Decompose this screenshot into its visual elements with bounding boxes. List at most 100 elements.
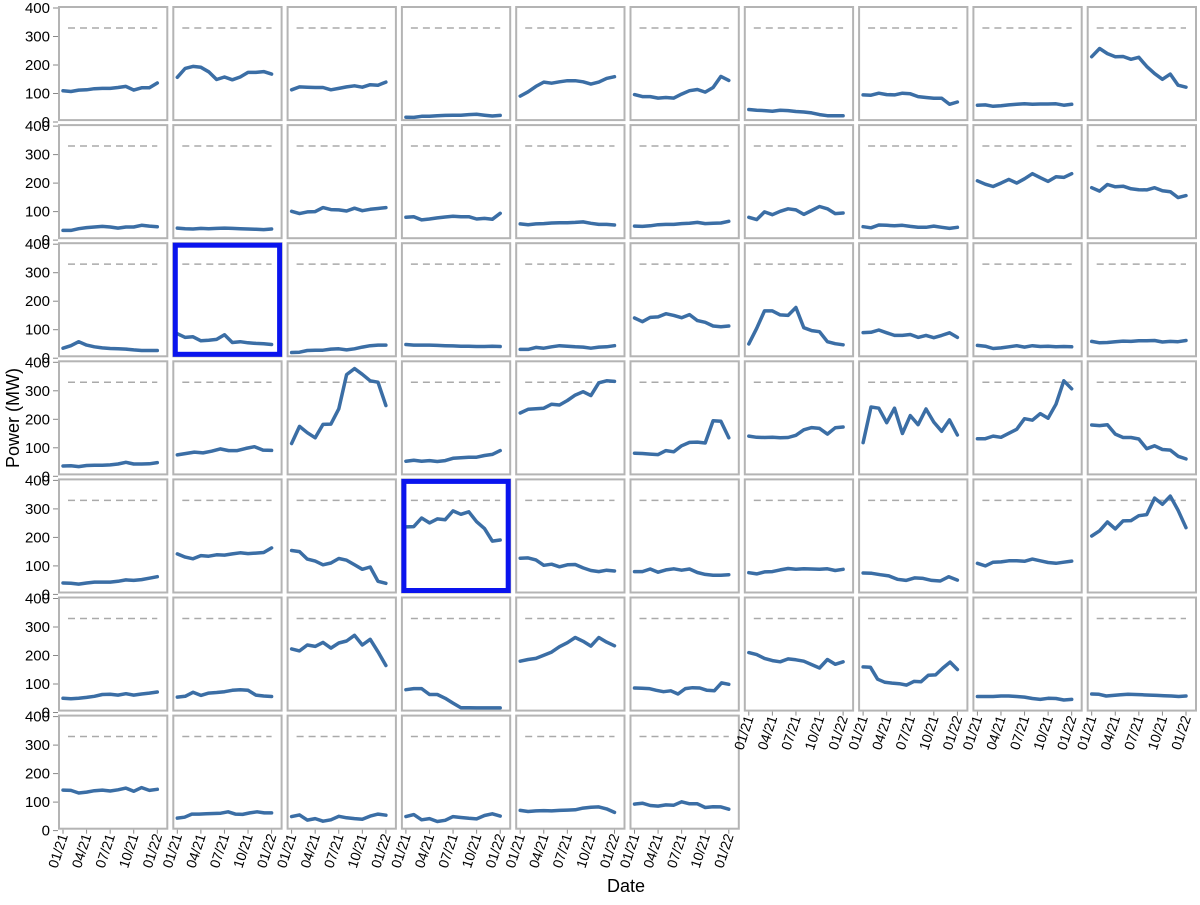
series-line <box>61 460 160 469</box>
y-tick-label: 200 <box>25 175 50 192</box>
x-tick-label: 01/22 <box>1168 713 1194 751</box>
panel-frame <box>172 360 283 476</box>
panel-frame <box>743 242 855 358</box>
panel-58 <box>858 596 969 712</box>
panel-49 <box>972 478 1083 594</box>
series-line <box>747 566 845 576</box>
panel-21 <box>58 242 169 358</box>
y-tick-label: 300 <box>25 383 50 400</box>
panel-frame <box>1086 124 1197 240</box>
panel-frame <box>172 6 283 122</box>
panel-frame <box>400 124 512 240</box>
highlight-box <box>401 478 511 593</box>
panel-11 <box>58 124 169 240</box>
x-tick-label: 07/21 <box>1006 713 1032 751</box>
panel-frame <box>629 6 740 122</box>
panel-frame <box>972 124 1083 240</box>
series-line <box>1089 692 1188 699</box>
y-tick-label: 300 <box>25 147 50 164</box>
series-line <box>404 812 502 824</box>
panel-48 <box>858 478 969 594</box>
panel-frame <box>858 6 969 122</box>
panel-12 <box>172 124 283 240</box>
y-tick-label: 0 <box>42 586 50 603</box>
series-line <box>61 690 160 701</box>
panel-38 <box>858 360 969 476</box>
panel-10 <box>1086 6 1197 122</box>
panel-frame <box>58 714 169 830</box>
y-tick-label: 400 <box>25 118 50 135</box>
series-line <box>404 509 502 543</box>
panel-frame <box>286 6 397 122</box>
panel-frame <box>172 124 283 240</box>
x-tick-label: 04/21 <box>297 831 323 869</box>
panel-63 <box>286 714 397 830</box>
series-line <box>861 223 960 231</box>
y-tick-label: 400 <box>25 236 50 253</box>
panel-frame <box>286 360 397 476</box>
y-tick-label: 0 <box>42 705 50 722</box>
panel-frame <box>972 242 1083 358</box>
panel-frame <box>515 360 626 476</box>
panel-30 <box>1086 242 1197 358</box>
series-line <box>518 635 617 663</box>
panel-4 <box>400 6 512 122</box>
panel-60 <box>1086 596 1197 712</box>
panel-17 <box>743 124 855 240</box>
series-line <box>747 305 845 347</box>
x-tick-label: 10/21 <box>344 831 370 869</box>
x-tick-label: 07/21 <box>663 831 689 869</box>
series-line <box>975 557 1074 568</box>
y-tick-label: 200 <box>25 766 50 783</box>
y-tick-label: 0 <box>42 468 50 485</box>
panel-62 <box>172 714 283 830</box>
y-tick-label: 100 <box>25 676 50 693</box>
panel-frame <box>515 478 626 594</box>
series-line <box>289 633 388 668</box>
y-tick-label: 200 <box>25 529 50 546</box>
y-tick-label: 100 <box>25 794 50 811</box>
panel-frame <box>629 242 740 358</box>
panel-55 <box>515 596 626 712</box>
panel-44 <box>400 478 512 594</box>
series-line <box>747 107 845 118</box>
series-line <box>61 574 160 586</box>
panel-6 <box>629 6 740 122</box>
panel-frame <box>286 478 397 594</box>
series-line <box>175 810 274 820</box>
x-tick-label: 04/21 <box>68 831 94 869</box>
x-tick-label: 10/21 <box>1144 713 1170 751</box>
panel-frame <box>172 478 283 594</box>
panel-18 <box>858 124 969 240</box>
series-line <box>289 812 388 823</box>
panel-frame <box>58 124 169 240</box>
x-tick-label: 10/21 <box>801 713 827 751</box>
panel-frame <box>172 714 283 830</box>
panel-1 <box>58 6 169 122</box>
x-tick-label: 04/21 <box>1097 713 1123 751</box>
series-line <box>632 800 731 811</box>
series-line <box>404 342 502 349</box>
panel-frame <box>1086 478 1197 594</box>
panel-39 <box>972 360 1083 476</box>
panel-66 <box>629 714 740 830</box>
panel-frame <box>58 360 169 476</box>
panel-frame <box>858 596 969 712</box>
panel-frame <box>972 478 1083 594</box>
panel-33 <box>286 360 397 476</box>
series-line <box>518 343 617 352</box>
panel-32 <box>172 360 283 476</box>
series-line <box>747 425 845 440</box>
x-tick-label: 07/21 <box>435 831 461 869</box>
series-line <box>518 379 617 415</box>
panel-frame <box>1086 242 1197 358</box>
series-line <box>975 694 1074 702</box>
panel-frame <box>400 478 512 594</box>
y-tick-label: 400 <box>25 0 50 17</box>
panel-29 <box>972 242 1083 358</box>
series-line <box>632 418 731 457</box>
series-line <box>747 204 845 222</box>
panel-64 <box>400 714 512 830</box>
y-tick-label: 0 <box>42 350 50 367</box>
x-tick-label: 07/21 <box>892 713 918 751</box>
